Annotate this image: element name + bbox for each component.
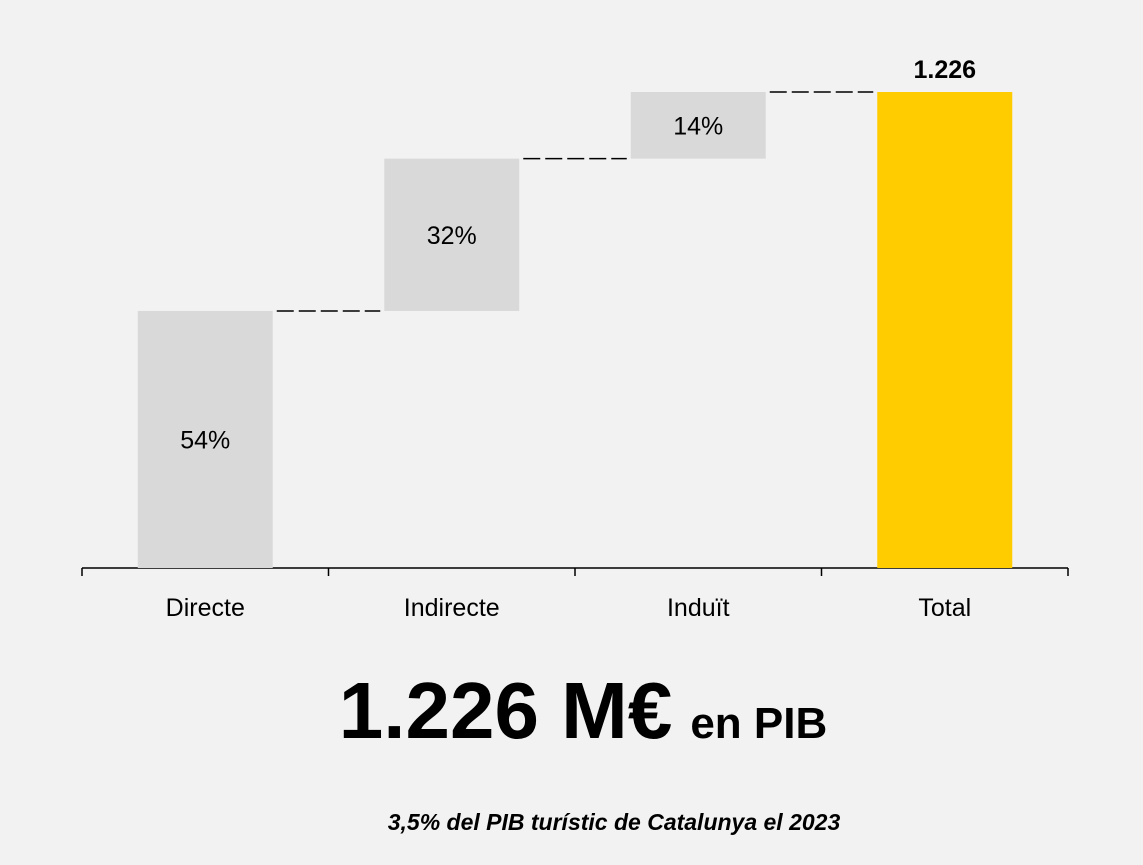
- total-label: 1.226: [913, 56, 976, 84]
- headline-suffix: en PIB: [690, 699, 827, 748]
- x-tick-label: Directe: [166, 594, 245, 622]
- x-tick-label: Induït: [667, 594, 730, 622]
- x-tick-label: Total: [918, 594, 971, 622]
- value-label: 14%: [673, 112, 723, 140]
- value-label: 32%: [427, 222, 477, 250]
- total-bar: [877, 92, 1013, 568]
- headline: 1.226 M€ en PIB: [339, 666, 827, 755]
- headline-main: 1.226 M€: [339, 666, 673, 755]
- bar: [630, 92, 766, 159]
- bar: [384, 158, 520, 311]
- x-tick-label: Indirecte: [404, 594, 500, 622]
- note: 3,5% del PIB turístic de Catalunya el 20…: [388, 809, 841, 835]
- value-label: 54%: [180, 426, 230, 454]
- bar: [137, 310, 273, 568]
